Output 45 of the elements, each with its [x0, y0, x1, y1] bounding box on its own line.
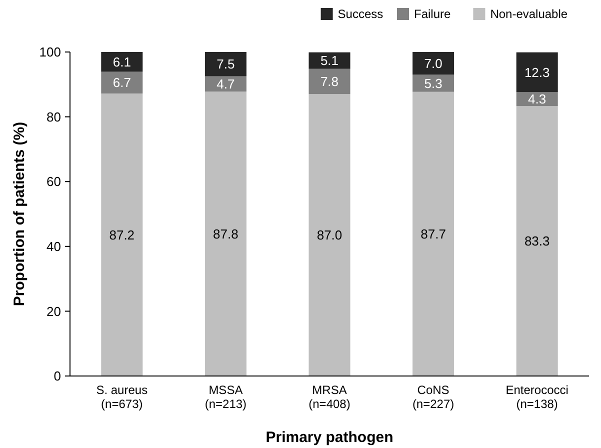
data-label: 12.3 [524, 64, 550, 80]
legend-label: Success [338, 7, 384, 21]
data-label: 87.2 [109, 227, 135, 242]
x-tick-label: CoNS (n=227) [412, 383, 454, 411]
bar [308, 52, 350, 69]
data-label: 87.7 [420, 226, 446, 242]
data-label: 5.1 [320, 53, 339, 68]
bar [516, 106, 558, 376]
legend-label: Failure [414, 7, 452, 21]
data-label: 7.0 [424, 56, 442, 71]
x-tick-label: Enterococci (n=138) [506, 383, 568, 411]
data-label: 4.3 [528, 92, 546, 107]
y-tick-label: 100 [39, 44, 61, 60]
y-tick-label: 0 [54, 368, 61, 384]
legend-label: Non-evaluable [490, 7, 568, 21]
data-label: 7.8 [320, 74, 339, 90]
bar [308, 68, 350, 94]
bar [101, 93, 143, 376]
y-tick-label: 80 [46, 109, 61, 124]
data-label: 87.0 [316, 228, 342, 243]
y-tick-label: 20 [46, 304, 61, 319]
bar [412, 92, 454, 376]
bar [101, 52, 143, 72]
x-tick-label: S. aureus (n=673) [96, 383, 148, 411]
data-label: 6.1 [112, 54, 131, 70]
data-label: 7.5 [216, 56, 235, 72]
bar [101, 72, 143, 94]
y-axis-title: Proportion of patients (%) [11, 122, 28, 306]
y-tick-label: 60 [46, 174, 61, 190]
x-tick-label: MRSA (n=408) [308, 383, 350, 411]
bar [516, 52, 558, 92]
bar [204, 76, 246, 92]
data-label: 6.7 [112, 75, 131, 90]
data-label: 83.3 [524, 234, 550, 249]
bar [412, 74, 454, 92]
data-label: 4.7 [216, 76, 235, 92]
bar [204, 92, 246, 376]
data-label: 5.3 [424, 76, 442, 91]
x-tick-label: MSSA (n=213) [204, 383, 247, 411]
bar [412, 52, 454, 75]
bar [308, 94, 350, 376]
data-label: 87.8 [213, 226, 238, 242]
y-tick-label: 40 [46, 238, 61, 254]
bar [204, 52, 246, 76]
x-axis-title: Primary pathogen [266, 429, 394, 446]
